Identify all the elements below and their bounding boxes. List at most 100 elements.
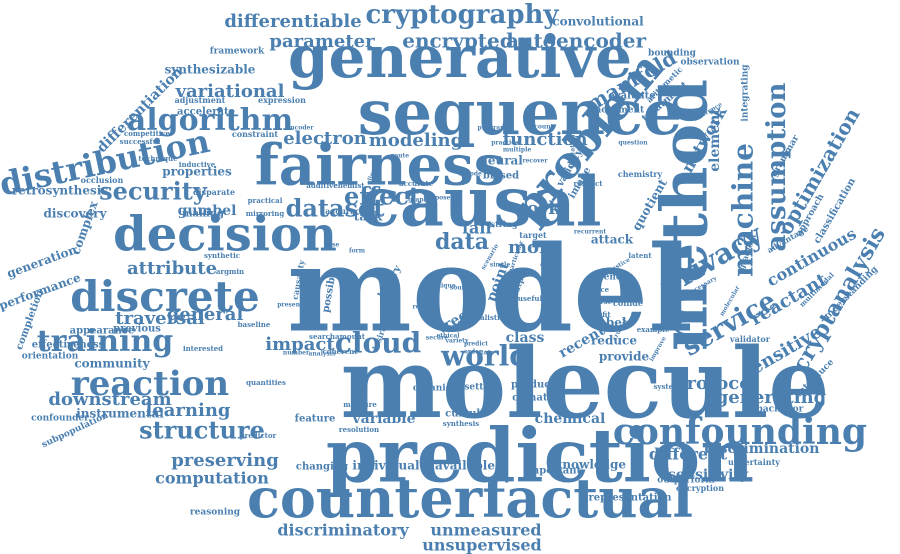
word-neural: neural	[479, 154, 523, 168]
word-discriminatory: discriminatory	[277, 521, 409, 540]
word-gender: gender	[597, 273, 633, 283]
word-string: string	[491, 219, 518, 229]
word-more: more	[508, 237, 560, 258]
word-propose: propose	[424, 195, 451, 202]
word-model: model	[287, 220, 693, 359]
word-single: single	[490, 262, 510, 269]
word-learning: learning	[145, 400, 230, 421]
word-discrete: discrete	[70, 272, 260, 321]
word-fairness: fairness	[255, 133, 506, 199]
word-causal: causal	[358, 163, 601, 243]
word-amount: amount	[335, 332, 366, 341]
word-movement: movement	[592, 106, 645, 116]
word-disparate: disparate	[193, 187, 235, 197]
word-fair: fair	[462, 219, 494, 238]
word-cumulo: cumulo	[445, 409, 487, 420]
word-discrimination: discrimination	[705, 441, 820, 457]
word-ethical: ethical	[436, 333, 460, 340]
word-chemical: chemical	[535, 411, 606, 427]
word-interested: interested	[183, 344, 223, 353]
word-expression: expression	[258, 95, 306, 105]
word-measure: measure	[343, 400, 377, 409]
word-limitation: limitation	[570, 134, 577, 168]
word-changing: changing	[296, 462, 348, 473]
word-generative: generative	[288, 23, 632, 91]
word-algorithm: algorithm	[127, 103, 294, 138]
word-knowledge: knowledge	[554, 458, 626, 472]
word-task: task	[354, 210, 383, 224]
word-unmeasured: unmeasured	[430, 521, 541, 540]
word-appearance: appearance	[70, 326, 135, 337]
word-space: space	[587, 285, 610, 294]
word-predictor: predictor	[240, 431, 277, 440]
word-recover: recover	[522, 158, 548, 165]
word-quantities: quantities	[246, 378, 286, 387]
word-parameter: parameter	[269, 31, 375, 52]
word-target: target	[519, 230, 547, 240]
word-synthetic: synthetic	[204, 251, 240, 260]
word-evaluate: evaluate	[608, 91, 655, 102]
word-number: number	[283, 350, 310, 357]
word-computation: computation	[155, 469, 269, 488]
word-general: general	[167, 304, 244, 325]
word-state: state	[478, 350, 495, 357]
word-synthesis: synthesis	[443, 419, 479, 428]
word-constraint: constraint	[232, 129, 278, 139]
word-technique: technique	[138, 154, 178, 163]
word-world: world	[440, 340, 529, 373]
word-making: making	[182, 209, 224, 220]
word-modeling: modeling	[369, 130, 464, 151]
word-convolutional: convolutional	[552, 15, 644, 29]
word-search: search	[309, 332, 335, 341]
word-cloud: cloud	[335, 327, 421, 360]
word-attribute: attribute	[127, 258, 217, 279]
word-effectiveness: effectiveness	[32, 340, 105, 351]
word-dataset: dataset	[286, 194, 385, 223]
word-method: method	[648, 79, 723, 351]
word-security: security	[99, 177, 208, 206]
word-previous: previous	[113, 324, 161, 335]
word-training: training	[37, 324, 174, 359]
word-accuracy: accuracy	[325, 206, 365, 216]
word-generating: generating	[716, 387, 827, 408]
word-integrating: integrating	[741, 64, 751, 122]
word-accelerate: accelerate	[177, 107, 235, 118]
word-account: account	[527, 124, 554, 131]
word-product: product	[511, 380, 555, 391]
word-predict: predict	[464, 341, 488, 348]
word-decision: decision	[113, 207, 337, 263]
word-climate: climate	[512, 393, 554, 404]
word-present: present	[277, 302, 303, 309]
word-class: class	[506, 330, 545, 346]
word-confounder: confounder	[31, 414, 89, 424]
word-traversal: traversal	[115, 308, 205, 329]
word-graph: graph	[408, 197, 428, 204]
word-synthesizable: synthesizable	[165, 63, 256, 77]
word-respect: respect	[574, 179, 604, 188]
word-molecule: molecule	[341, 327, 830, 440]
word-important: important	[525, 466, 582, 477]
word-reduce: reduce	[591, 334, 637, 348]
word-biased: biased	[483, 171, 519, 182]
word-prediction: prediction	[326, 414, 754, 500]
word-latent: latent	[628, 251, 652, 260]
word-unsupervised: unsupervised	[422, 536, 541, 554]
word-system: system	[653, 382, 681, 391]
word-recurrent: recurrent	[574, 229, 606, 236]
word-mirroring: mirroring	[246, 209, 285, 218]
word-competitive: competitive	[124, 129, 171, 138]
word-assumption: assumption	[762, 82, 792, 251]
word-additive: additive	[306, 181, 338, 190]
word-instrumental: instrumental	[76, 407, 164, 421]
word-argmin: argmin	[216, 267, 244, 276]
word-chemistry: chemistry	[618, 169, 663, 179]
word-occlusion: occlusion	[81, 175, 124, 185]
word-work: work	[510, 198, 561, 219]
word-reaction: reaction	[71, 364, 229, 404]
word-cryptography: cryptography	[365, 0, 559, 30]
word-collide: collide	[613, 298, 643, 308]
word-practical: practical	[248, 196, 283, 205]
word-uncertainty: uncertainty	[728, 457, 780, 467]
word-useful: useful	[518, 294, 543, 303]
